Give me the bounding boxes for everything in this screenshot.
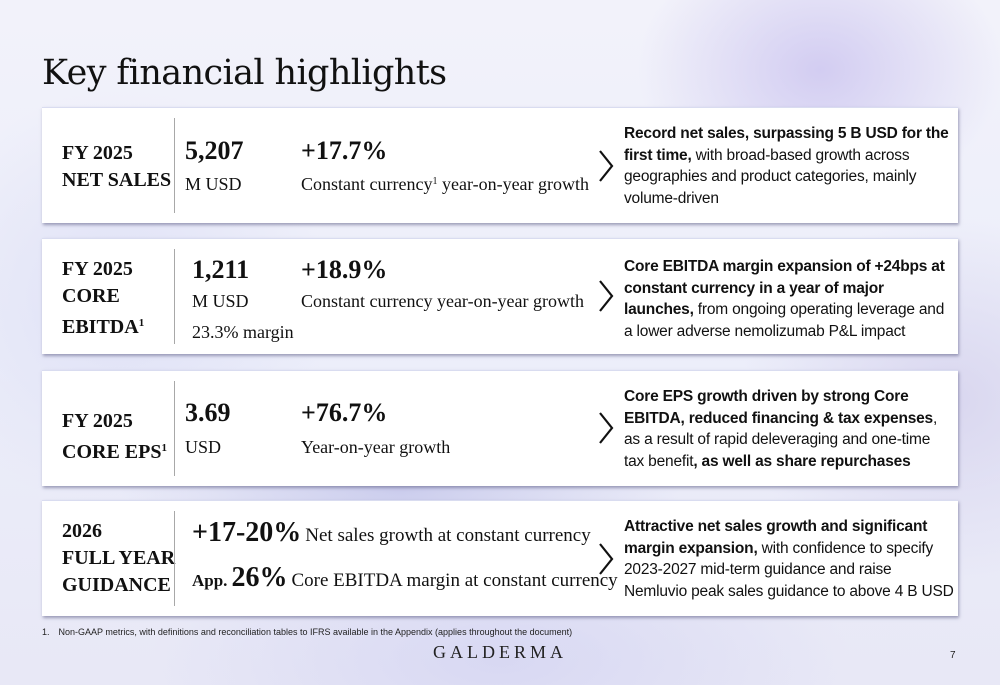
guidance-prefix: App.: [192, 571, 228, 590]
desc-bold: Core EBITDA margin expansion of +24bps a…: [624, 258, 945, 318]
card-description: Record net sales, surpassing 5 B USD for…: [624, 123, 954, 209]
growth-description: Constant currency1 year-on-year growth: [301, 174, 589, 195]
desc-bold: Record net sales, surpassing 5 B USD for…: [624, 125, 949, 164]
metric-value: 5,207: [185, 136, 244, 165]
footnote-ref: 1: [432, 176, 438, 187]
desc-bold: Core EPS growth driven by strong Core EB…: [624, 388, 933, 427]
card-net-sales: FY 2025 NET SALES 5,207 M USD +17.7% Con…: [42, 107, 958, 223]
growth-desc-text: year-on-year growth: [437, 174, 590, 194]
guidance-row-ebitda-margin: App. 26% Core EBITDA margin at constant …: [192, 562, 618, 594]
desc-normal: from ongoing operating leverage and a lo…: [624, 301, 945, 340]
chevron-right-icon: [599, 280, 614, 312]
card-label: FY 2025 CORE EPS1: [62, 408, 167, 466]
card-description: Core EPS growth driven by strong Core EB…: [624, 386, 954, 472]
footnote-ref: 1: [161, 442, 167, 454]
guidance-text: Core EBITDA margin at constant currency: [291, 570, 618, 591]
card-core-ebitda: FY 2025 CORE EBITDA1 1,211 M USD 23.3% m…: [42, 238, 958, 354]
company-logo: GALDERMA: [433, 642, 567, 662]
label-line: GUIDANCE: [62, 574, 171, 596]
card-description: Core EBITDA margin expansion of +24bps a…: [624, 256, 954, 342]
label-line: FY 2025: [62, 258, 133, 280]
desc-bold: , as well as share repurchases: [693, 452, 911, 470]
card-label: 2026 FULL YEAR GUIDANCE: [62, 518, 175, 599]
label-line: EBITDA1: [62, 310, 144, 341]
label-line: FY 2025: [62, 410, 133, 432]
page-number: 7: [950, 650, 956, 661]
growth-value: +17.7%: [301, 136, 388, 165]
metric-unit: M USD: [185, 174, 242, 194]
guidance-text: Net sales growth at constant currency: [305, 525, 591, 546]
metric-unit: M USD: [192, 291, 249, 311]
desc-bold: Attractive net sales growth and signific…: [624, 518, 928, 557]
desc-normal: , as a result of rapid deleveraging and …: [624, 409, 938, 470]
footnote-text: Non-GAAP metrics, with definitions and r…: [58, 627, 573, 637]
chevron-right-icon: [599, 150, 614, 182]
label-line: CORE: [62, 285, 120, 307]
label-line: FY 2025: [62, 142, 133, 164]
chevron-right-icon: [599, 543, 614, 575]
label-line: NET SALES: [62, 169, 172, 191]
label-line: FULL YEAR: [62, 547, 176, 569]
growth-value: +76.7%: [301, 398, 388, 427]
desc-normal: with confidence to specify 2023-2027 mid…: [624, 539, 954, 600]
divider: [174, 118, 175, 213]
label-line: CORE EPS1: [62, 435, 167, 466]
chevron-right-icon: [599, 412, 614, 444]
divider: [174, 249, 175, 344]
label-line: 2026: [62, 520, 102, 542]
card-core-eps: FY 2025 CORE EPS1 3.69 USD +76.7% Year-o…: [42, 370, 958, 486]
metric-unit: USD: [185, 437, 222, 457]
growth-desc-text: Constant currency: [301, 174, 433, 194]
label-text: CORE EPS: [62, 441, 162, 463]
metric-value: 1,211: [192, 255, 250, 284]
divider: [174, 381, 175, 476]
growth-description: Constant currency year-on-year growth: [301, 291, 585, 311]
card-description: Attractive net sales growth and signific…: [624, 516, 954, 602]
footnote: 1. Non-GAAP metrics, with definitions and…: [42, 627, 572, 637]
guidance-value: +17-20%: [192, 517, 302, 548]
footnote-ref: 1: [138, 317, 145, 329]
growth-value: +18.9%: [301, 255, 388, 284]
metric-value: 3.69: [185, 398, 231, 427]
card-label: FY 2025 CORE EBITDA1: [62, 256, 144, 341]
card-guidance: 2026 FULL YEAR GUIDANCE +17-20% Net sale…: [42, 500, 958, 616]
desc-normal: with broad-based growth across geographi…: [624, 146, 917, 207]
divider: [174, 511, 175, 606]
guidance-value: 26%: [231, 562, 288, 593]
metric-margin: 23.3% margin: [192, 322, 294, 342]
growth-description: Year-on-year growth: [301, 437, 451, 457]
page-title: Key financial highlights: [42, 53, 447, 93]
footnote-number: 1.: [42, 627, 50, 637]
card-label: FY 2025 NET SALES: [62, 140, 171, 194]
label-text: EBITDA: [62, 316, 139, 338]
guidance-row-net-sales: +17-20% Net sales growth at constant cur…: [192, 517, 591, 549]
